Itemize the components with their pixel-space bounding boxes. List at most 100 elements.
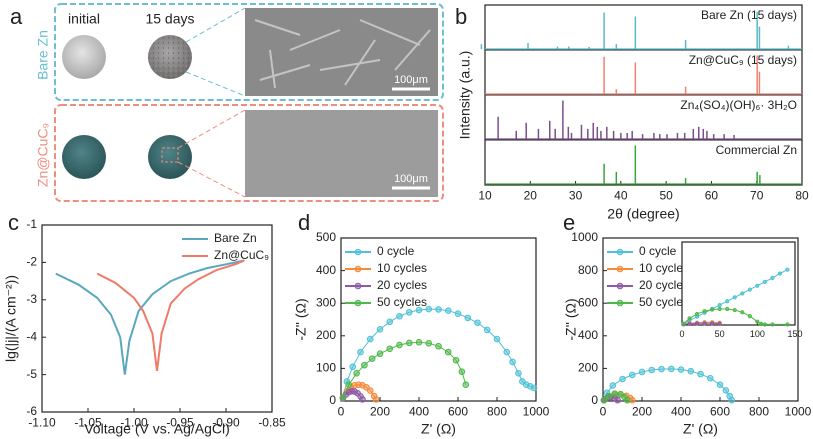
marker: [740, 291, 745, 296]
marker: [614, 396, 621, 404]
marker: [483, 326, 491, 334]
marker: [717, 306, 722, 312]
x-tick-label: 1000: [785, 404, 812, 418]
marker: [628, 371, 636, 379]
y-tick-label: 0: [329, 393, 336, 407]
marker: [619, 375, 626, 383]
photo: [148, 135, 192, 179]
panel-letter: a: [10, 4, 23, 29]
y-tick-label: 400: [316, 263, 336, 277]
marker: [762, 279, 767, 284]
y-tick-label: 300: [316, 295, 336, 309]
row-label: Bare Zn: [35, 30, 51, 80]
legend-label: 10 cycles: [377, 261, 427, 275]
y-tick-label: -6: [26, 404, 37, 418]
marker: [435, 306, 442, 313]
x-tick-label: 20: [524, 188, 538, 202]
x-tick-label: 30: [569, 188, 583, 202]
marker: [415, 339, 423, 346]
marker: [415, 306, 423, 314]
x-tick-label: 600: [710, 404, 730, 418]
x-tick-label: 800: [749, 404, 769, 418]
x-axis-label: Z' (Ω): [683, 421, 718, 437]
series-line: [342, 341, 467, 398]
marker: [770, 322, 775, 327]
row-label: Zn@CuC₉: [35, 123, 51, 187]
photo: [62, 35, 106, 79]
chart: b 10 20 30 40 50 60 70 80 2θ (degree) Intensity (a…: [455, 4, 809, 222]
marker: [785, 267, 790, 272]
marker: [503, 348, 511, 356]
connector: [185, 7, 246, 43]
plot-frame: [340, 237, 537, 402]
series-line: [96, 259, 245, 372]
connector: [185, 71, 246, 97]
x-tick-label: -1.10: [28, 415, 56, 429]
marker: [728, 396, 736, 404]
x-tick-label: 800: [487, 404, 507, 418]
x-tick-label: 60: [705, 188, 719, 202]
legend-label: Bare Zn: [214, 231, 257, 245]
marker: [396, 312, 403, 320]
marker: [759, 321, 764, 326]
marker: [600, 396, 608, 404]
x-tick-label: 1000: [523, 404, 550, 418]
marker: [681, 321, 686, 326]
x-tick-label: 40: [614, 188, 628, 202]
marker: [725, 299, 730, 304]
y-tick-label: -1: [26, 217, 37, 231]
panel-letter: e: [563, 210, 575, 235]
sem-image: [245, 110, 438, 197]
legend-label: 10 cycles: [639, 261, 689, 275]
legend-marker: [616, 265, 624, 273]
marker: [357, 348, 364, 356]
marker: [345, 381, 353, 389]
marker: [366, 335, 374, 343]
panel-letter: d: [298, 210, 310, 235]
zoom-box: [161, 147, 179, 163]
sem-image: [245, 8, 438, 96]
chart: 0 50 100 150: [679, 241, 803, 339]
marker: [755, 283, 760, 288]
y-tick-label: 200: [578, 361, 598, 375]
marker: [717, 302, 722, 308]
marker: [405, 309, 413, 316]
legend-marker: [616, 248, 624, 256]
panel-a: a initial 15 days Bare Zn Zn@CuC₉ 100μm …: [10, 3, 444, 202]
scale-bar-label: 100μm: [394, 173, 428, 185]
marker: [722, 387, 730, 394]
frame: [54, 3, 444, 101]
marker: [694, 311, 700, 317]
y-tick-label: 400: [578, 328, 598, 342]
marker: [697, 370, 704, 378]
x-tick-label: -1.00: [120, 415, 148, 429]
marker: [677, 366, 685, 373]
x-tick-label: 150: [787, 329, 802, 339]
legend-label: 20 cycles: [639, 278, 689, 292]
x-tick-label: 0: [679, 329, 684, 339]
marker: [710, 321, 715, 326]
marker: [493, 335, 501, 343]
marker: [702, 309, 707, 314]
frame: [54, 104, 444, 202]
marker: [339, 394, 347, 402]
marker: [366, 387, 374, 394]
legend-label: Zn@CuC₉: [214, 248, 269, 262]
marker: [361, 361, 368, 369]
x-tick-label: -0.85: [258, 415, 286, 429]
series-label: Bare Zn (15 days): [701, 8, 797, 22]
x-axis-label: Voltage (V vs. Ag/AgCl): [84, 421, 230, 437]
connector: [177, 161, 246, 198]
y-tick-label: 100: [316, 361, 336, 375]
marker: [687, 321, 692, 326]
marker: [687, 316, 692, 321]
x-tick-label: 10: [478, 188, 492, 202]
series-label: Commercial Zn: [716, 143, 797, 157]
marker: [694, 321, 700, 326]
plot-frame: [41, 224, 273, 413]
marker: [349, 363, 357, 371]
marker: [667, 365, 675, 373]
legend-marker: [354, 299, 362, 307]
x-tick-label: 400: [409, 404, 429, 418]
